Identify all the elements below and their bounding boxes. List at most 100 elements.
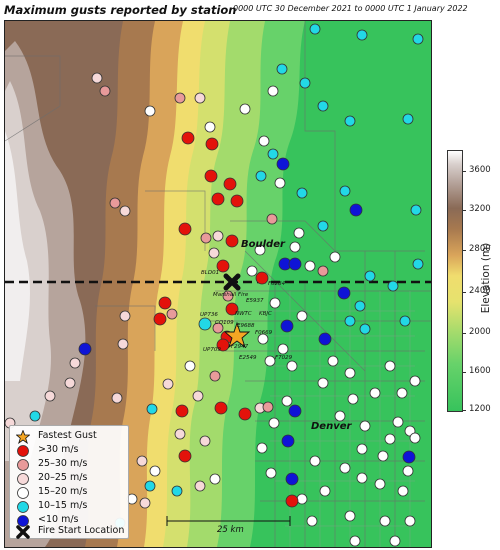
- station-marker[interactable]: [281, 434, 295, 448]
- station-marker[interactable]: [64, 377, 76, 389]
- station-marker[interactable]: [181, 131, 195, 145]
- station-marker[interactable]: [111, 392, 123, 404]
- station-marker[interactable]: [329, 251, 341, 263]
- station-marker[interactable]: [296, 187, 308, 199]
- station-marker[interactable]: [309, 455, 321, 467]
- station-marker[interactable]: [267, 85, 279, 97]
- station-marker[interactable]: [280, 319, 294, 333]
- station-marker[interactable]: [204, 121, 216, 133]
- station-marker[interactable]: [288, 404, 302, 418]
- station-marker[interactable]: [257, 333, 269, 345]
- station-marker[interactable]: [299, 77, 311, 89]
- station-marker[interactable]: [339, 185, 351, 197]
- station-marker[interactable]: [296, 493, 308, 505]
- station-marker[interactable]: [238, 407, 252, 421]
- station-marker[interactable]: [347, 393, 359, 405]
- station-marker[interactable]: [192, 390, 204, 402]
- station-marker[interactable]: [239, 103, 251, 115]
- station-marker[interactable]: [262, 401, 274, 413]
- station-marker[interactable]: [392, 416, 404, 428]
- station-marker[interactable]: [281, 395, 293, 407]
- station-marker[interactable]: [211, 192, 225, 206]
- station-marker[interactable]: [198, 317, 212, 331]
- station-marker[interactable]: [175, 404, 189, 418]
- station-marker[interactable]: [44, 390, 56, 402]
- station-marker[interactable]: [214, 401, 228, 415]
- station-marker[interactable]: [410, 204, 422, 216]
- station-marker[interactable]: [209, 370, 221, 382]
- station-marker[interactable]: [318, 332, 332, 346]
- station-marker[interactable]: [317, 100, 329, 112]
- station-marker[interactable]: [402, 113, 414, 125]
- station-marker[interactable]: [327, 355, 339, 367]
- station-marker[interactable]: [255, 170, 267, 182]
- station-marker[interactable]: [396, 387, 408, 399]
- station-marker[interactable]: [277, 343, 289, 355]
- station-marker[interactable]: [174, 428, 186, 440]
- station-marker[interactable]: [285, 494, 299, 508]
- station-marker[interactable]: [317, 265, 329, 277]
- station-marker[interactable]: [223, 177, 237, 191]
- station-marker[interactable]: [309, 23, 321, 35]
- station-marker[interactable]: [174, 92, 186, 104]
- station-marker[interactable]: [344, 115, 356, 127]
- station-marker[interactable]: [225, 234, 239, 248]
- station-marker[interactable]: [149, 465, 161, 477]
- station-marker[interactable]: [69, 357, 81, 369]
- station-marker[interactable]: [264, 355, 276, 367]
- station-marker[interactable]: [344, 510, 356, 522]
- station-marker[interactable]: [404, 515, 416, 527]
- station-marker[interactable]: [139, 497, 151, 509]
- station-markers[interactable]: [5, 23, 424, 547]
- station-marker[interactable]: [158, 296, 172, 310]
- station-marker[interactable]: [317, 377, 329, 389]
- station-marker[interactable]: [344, 315, 356, 327]
- station-marker[interactable]: [194, 92, 206, 104]
- station-marker[interactable]: [304, 260, 316, 272]
- station-marker[interactable]: [349, 535, 361, 547]
- station-marker[interactable]: [397, 485, 409, 497]
- station-marker[interactable]: [209, 473, 221, 485]
- station-marker[interactable]: [109, 197, 121, 209]
- station-marker[interactable]: [349, 203, 363, 217]
- station-marker[interactable]: [246, 265, 258, 277]
- station-marker[interactable]: [412, 33, 424, 45]
- station-marker[interactable]: [200, 232, 212, 244]
- station-marker[interactable]: [162, 378, 174, 390]
- station-marker[interactable]: [293, 227, 305, 239]
- station-marker[interactable]: [216, 259, 230, 273]
- station-marker[interactable]: [144, 480, 156, 492]
- station-marker[interactable]: [389, 535, 401, 547]
- station-marker[interactable]: [212, 322, 224, 334]
- station-marker[interactable]: [208, 247, 220, 259]
- station-marker[interactable]: [334, 410, 346, 422]
- station-marker[interactable]: [369, 387, 381, 399]
- station-marker[interactable]: [344, 367, 356, 379]
- station-marker[interactable]: [258, 135, 270, 147]
- station-marker[interactable]: [269, 297, 281, 309]
- station-marker[interactable]: [337, 286, 351, 300]
- station-marker[interactable]: [117, 338, 129, 350]
- station-marker[interactable]: [78, 342, 92, 356]
- station-marker[interactable]: [254, 244, 266, 256]
- station-marker[interactable]: [119, 205, 131, 217]
- station-marker[interactable]: [356, 29, 368, 41]
- station-marker[interactable]: [268, 417, 280, 429]
- fire-start-marker[interactable]: [223, 273, 241, 291]
- station-marker[interactable]: [384, 433, 396, 445]
- station-marker[interactable]: [354, 300, 366, 312]
- station-marker[interactable]: [409, 432, 421, 444]
- station-marker[interactable]: [194, 480, 206, 492]
- station-marker[interactable]: [222, 290, 234, 302]
- station-marker[interactable]: [319, 485, 331, 497]
- fastest-gust-star[interactable]: [223, 321, 251, 349]
- station-marker[interactable]: [387, 280, 399, 292]
- station-marker[interactable]: [91, 72, 103, 84]
- station-marker[interactable]: [178, 222, 192, 236]
- station-marker[interactable]: [359, 420, 371, 432]
- station-marker[interactable]: [289, 241, 301, 253]
- station-marker[interactable]: [379, 515, 391, 527]
- station-marker[interactable]: [339, 462, 351, 474]
- station-marker[interactable]: [267, 148, 279, 160]
- station-marker[interactable]: [402, 450, 416, 464]
